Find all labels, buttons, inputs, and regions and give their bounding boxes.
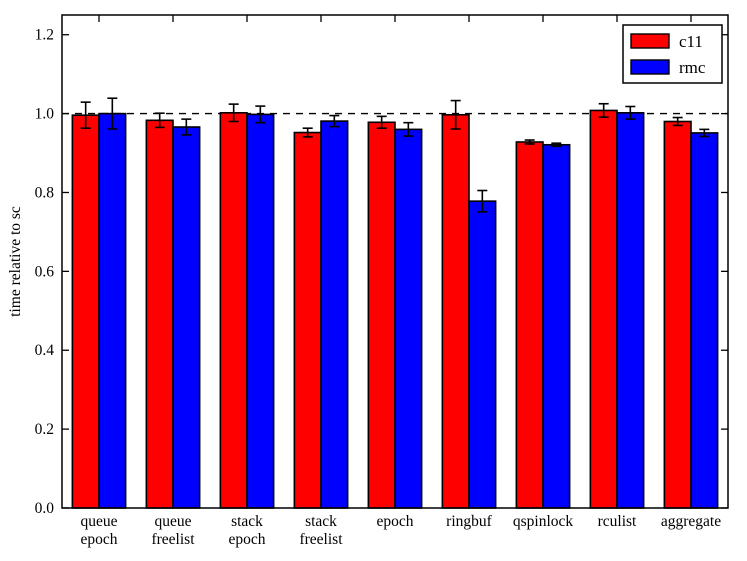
bar-rmc-aggregate xyxy=(690,132,719,509)
bar-rmc-qspinlock xyxy=(542,143,571,509)
x-category-label-stack-epoch: stack xyxy=(231,513,263,530)
y-tick-label: 0.6 xyxy=(35,263,55,280)
x-category-label-stack-freelist: stack xyxy=(305,513,337,530)
bar-c11-ringbuf xyxy=(441,113,470,509)
bar-rmc-epoch xyxy=(394,128,423,509)
x-category-label-queue-epoch: queue xyxy=(80,513,117,530)
y-tick-label: 0.0 xyxy=(35,500,55,517)
x-category-label-queue-freelist: queue xyxy=(154,513,191,530)
bar-c11-aggregate xyxy=(663,120,692,509)
bar-c11-epoch xyxy=(367,121,396,509)
bar-c11-queue-freelist xyxy=(145,119,174,509)
x-category-label-qspinlock: qspinlock xyxy=(513,513,574,530)
legend-swatch-rmc xyxy=(630,59,670,75)
bar-rmc-stack-freelist xyxy=(320,120,349,509)
bar-c11-stack-freelist xyxy=(293,131,322,509)
y-tick-label: 0.4 xyxy=(35,342,55,359)
y-tick-label: 1.2 xyxy=(35,27,54,44)
y-tick-label: 0.2 xyxy=(35,421,54,438)
bar-rmc-queue-freelist xyxy=(172,126,201,509)
y-tick-label: 0.8 xyxy=(35,184,55,201)
x-category-label-ringbuf: ringbuf xyxy=(446,513,492,530)
y-tick-label: 1.0 xyxy=(35,106,55,123)
legend-label-c11: c11 xyxy=(679,32,703,51)
plot-border xyxy=(61,14,729,509)
bar-rmc-queue-epoch xyxy=(98,112,127,509)
bar-c11-stack-epoch xyxy=(219,112,248,509)
bar-c11-qspinlock xyxy=(515,141,544,509)
x-category-label-queue-epoch: epoch xyxy=(80,531,117,548)
y-axis-label: time relative to sc xyxy=(7,206,24,317)
x-category-label-stack-freelist: freelist xyxy=(299,531,343,548)
x-category-label-epoch: epoch xyxy=(376,513,413,530)
legend-swatch-c11 xyxy=(630,33,670,49)
x-category-label-rculist: rculist xyxy=(598,513,637,530)
bar-rmc-stack-epoch xyxy=(246,113,275,509)
bar-rmc-ringbuf xyxy=(468,200,497,509)
x-category-label-queue-freelist: freelist xyxy=(151,531,195,548)
x-category-label-stack-epoch: epoch xyxy=(228,531,265,548)
bar-c11-queue-epoch xyxy=(71,114,100,509)
x-category-label-aggregate: aggregate xyxy=(661,513,721,530)
bar-rmc-rculist xyxy=(616,112,645,509)
bar-c11-rculist xyxy=(589,109,618,509)
legend-label-rmc: rmc xyxy=(679,58,706,77)
